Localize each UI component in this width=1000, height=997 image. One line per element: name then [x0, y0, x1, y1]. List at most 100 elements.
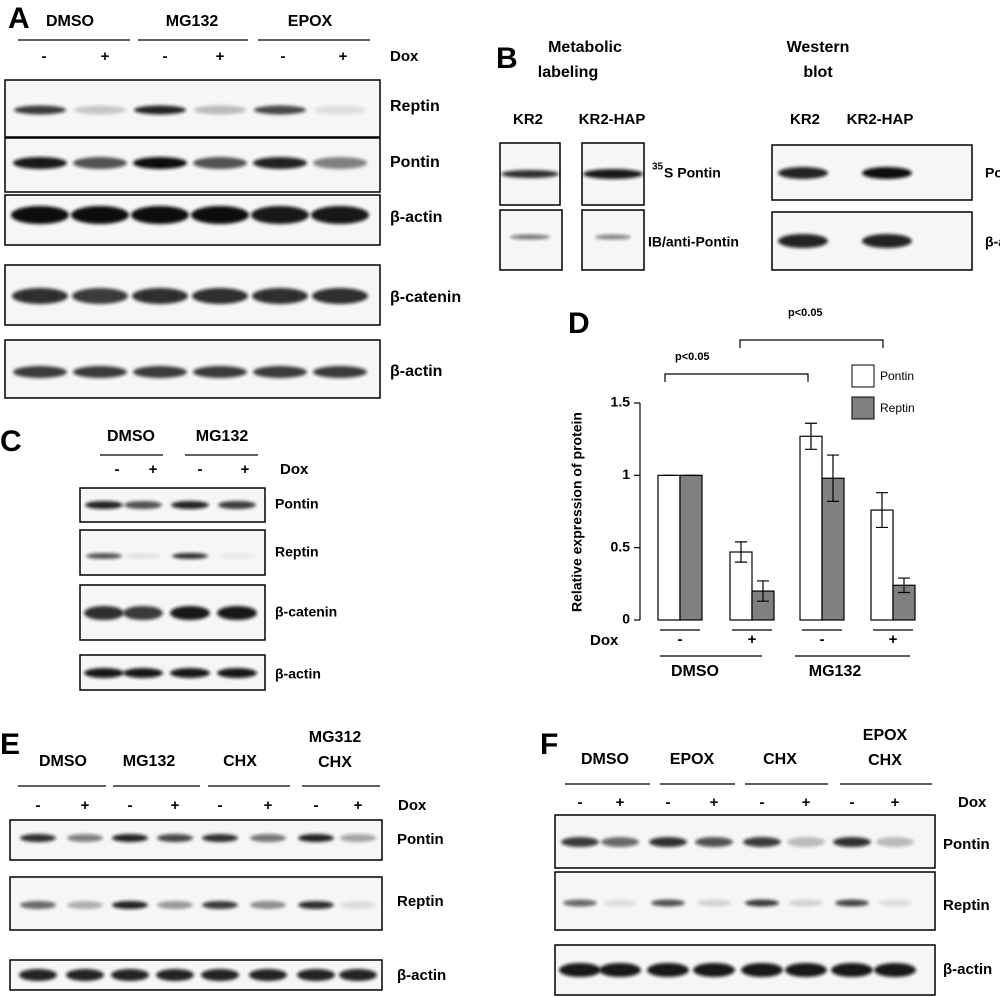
band — [217, 606, 257, 620]
band — [132, 288, 188, 304]
panel-letter: B — [496, 42, 518, 75]
band — [84, 668, 124, 678]
annotation: p<0.05 — [788, 307, 823, 319]
band — [787, 837, 825, 847]
band — [85, 501, 123, 509]
label: S Pontin — [664, 165, 721, 181]
band — [157, 901, 193, 909]
label: + — [616, 794, 625, 811]
label: CHX — [318, 754, 352, 771]
label: Metabolic — [548, 39, 622, 56]
x-tick-label: + — [748, 631, 757, 648]
band — [831, 963, 873, 977]
label: + — [171, 797, 180, 814]
label: DMSO — [39, 753, 87, 770]
band — [339, 969, 377, 981]
label: Pontin — [390, 154, 440, 171]
annotation: p<0.05 — [675, 351, 710, 363]
band — [249, 969, 287, 981]
label: Dox — [280, 461, 309, 478]
label: DMSO — [581, 751, 629, 768]
band — [250, 901, 286, 909]
label: - — [163, 48, 168, 65]
legend-swatch — [851, 364, 875, 388]
y-tick-label: 0.5 — [611, 538, 631, 554]
label: + — [339, 48, 348, 65]
label: KR2 — [790, 111, 820, 128]
error-bar — [735, 541, 747, 563]
band — [12, 288, 68, 304]
band — [218, 501, 256, 509]
band — [72, 288, 128, 304]
band — [313, 366, 367, 378]
band — [595, 234, 631, 240]
band — [123, 606, 163, 620]
label: Pontin — [985, 165, 1000, 181]
band — [123, 668, 163, 678]
band — [74, 105, 126, 115]
label: DMSO — [46, 13, 94, 30]
band — [697, 899, 731, 907]
label: CHX — [763, 751, 797, 768]
group-label: MG132 — [809, 663, 862, 680]
band — [20, 834, 56, 842]
label: Pontin — [397, 831, 444, 848]
bracket — [664, 373, 809, 382]
band — [202, 901, 238, 909]
y-tick-label: 0 — [622, 611, 630, 627]
band — [778, 234, 828, 248]
label: MG312 — [309, 729, 362, 746]
band — [134, 105, 186, 115]
group-label: DMSO — [671, 663, 719, 680]
x-axis-label: Dox — [590, 632, 619, 649]
band — [298, 834, 334, 842]
label: + — [354, 797, 363, 814]
label: KR2-HAP — [579, 111, 646, 128]
band — [876, 837, 914, 847]
y-axis-label: Relative expression of protein — [569, 412, 585, 612]
band — [649, 837, 687, 847]
band — [73, 157, 127, 169]
blot — [499, 209, 563, 271]
band — [647, 963, 689, 977]
band — [157, 834, 193, 842]
band — [510, 234, 550, 240]
band — [254, 105, 306, 115]
error-bar — [827, 454, 839, 502]
x-tick-label: + — [889, 631, 898, 648]
band — [297, 969, 335, 981]
blot — [581, 209, 645, 271]
label: MG132 — [166, 13, 219, 30]
label: EPOX — [288, 13, 333, 30]
band — [695, 837, 733, 847]
band — [862, 167, 912, 179]
label: Pontin — [275, 496, 319, 512]
band — [253, 366, 307, 378]
label: - — [42, 48, 47, 65]
band — [192, 288, 248, 304]
band — [252, 288, 308, 304]
band — [86, 553, 122, 559]
legend-swatch — [851, 396, 875, 420]
band — [340, 834, 376, 842]
band — [563, 899, 597, 907]
panel-letter: F — [540, 728, 558, 761]
band — [202, 834, 238, 842]
band — [14, 105, 66, 115]
label: MG132 — [123, 753, 176, 770]
label: β-actin — [275, 666, 321, 682]
label: β-catenin — [390, 289, 461, 306]
band — [789, 899, 823, 907]
label: IB/anti-Pontin — [648, 234, 739, 250]
band — [219, 553, 255, 559]
error-bar — [805, 422, 817, 450]
band — [559, 963, 601, 977]
band — [170, 668, 210, 678]
band — [170, 606, 210, 620]
label: KR2 — [513, 111, 543, 128]
band — [217, 668, 257, 678]
band — [13, 366, 67, 378]
label: labeling — [538, 64, 598, 81]
band — [112, 901, 148, 909]
label: EPOX — [670, 751, 715, 768]
